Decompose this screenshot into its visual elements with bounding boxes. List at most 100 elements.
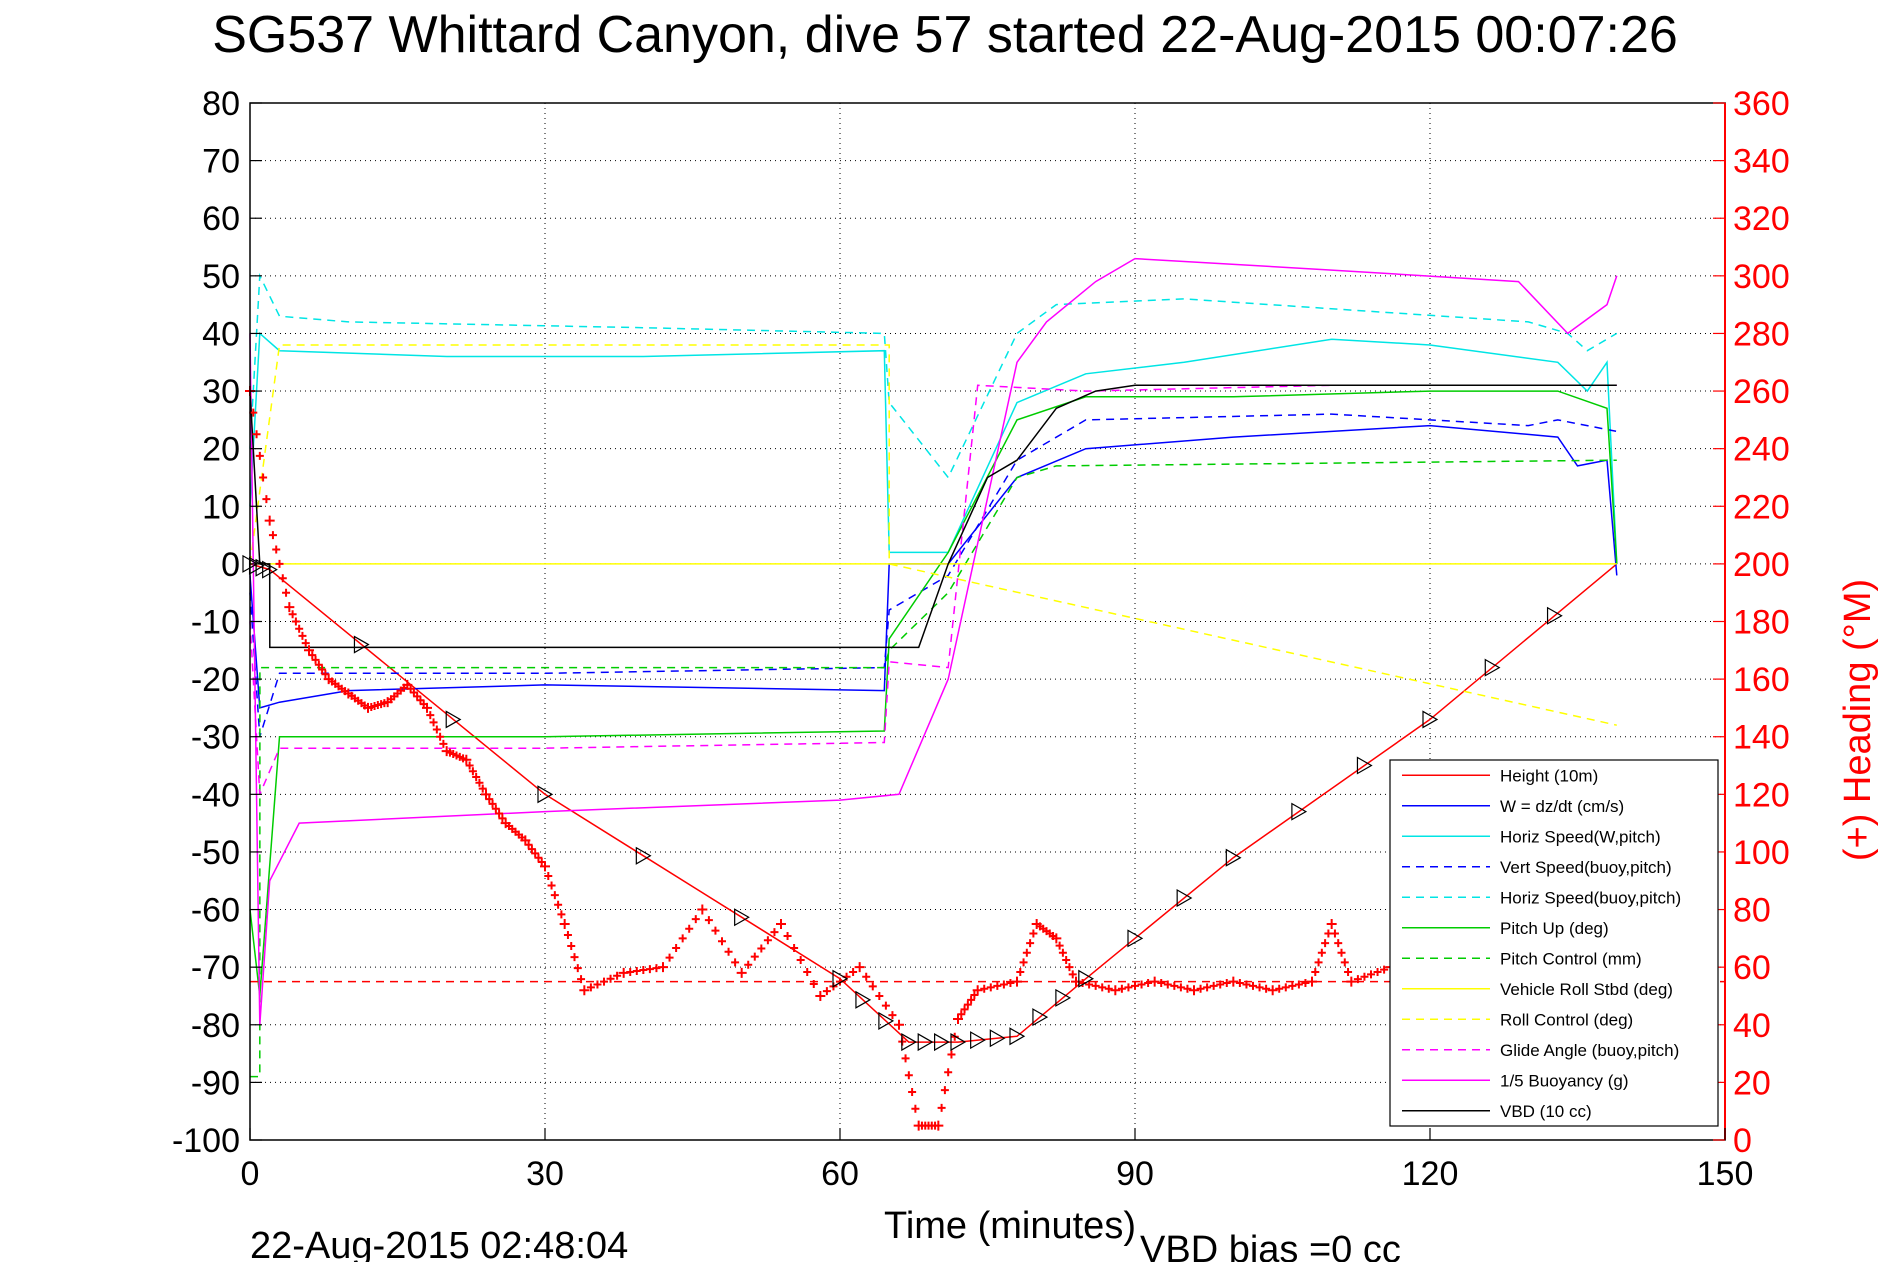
y-tick-label: 40 xyxy=(202,315,240,353)
heading-point xyxy=(1137,980,1146,989)
y2-tick-label: 220 xyxy=(1733,488,1790,526)
heading-point xyxy=(691,915,700,924)
heading-point xyxy=(963,1000,972,1009)
x-axis-label: Time (minutes) xyxy=(884,1205,1136,1247)
height-marker xyxy=(1009,1027,1026,1046)
y2-axis-label: (+) Heading (°M) xyxy=(1837,579,1879,861)
heading-point xyxy=(944,1068,953,1077)
heading-point xyxy=(577,975,586,984)
legend: Height (10m) W = dz/dt (cm/s) Horiz Speed(… xyxy=(1389,759,1719,1127)
legend-label: Height (10m) xyxy=(1500,766,1598,785)
heading-point xyxy=(803,967,812,976)
heading-point xyxy=(822,987,831,996)
heading-point xyxy=(776,918,786,929)
heading-point xyxy=(1098,983,1107,992)
height-marker xyxy=(917,1033,934,1052)
heading-point xyxy=(559,918,570,929)
heading-point xyxy=(429,718,438,727)
height-marker xyxy=(734,908,750,927)
heading-point xyxy=(957,1010,966,1019)
heading-point xyxy=(796,955,805,964)
heading-point xyxy=(298,631,307,640)
heading-point xyxy=(1275,984,1284,993)
y-tick-label: -30 xyxy=(191,719,240,757)
y2-tick-label: 260 xyxy=(1733,373,1790,411)
heading-point xyxy=(1222,979,1231,988)
heading-point xyxy=(672,943,681,952)
x-tick-label: 60 xyxy=(821,1155,859,1193)
y2-tick-label: 180 xyxy=(1733,604,1790,642)
height-marker xyxy=(950,1033,967,1052)
heading-point xyxy=(999,980,1008,989)
heading-point xyxy=(1196,984,1205,993)
x-tick-label: 30 xyxy=(526,1155,564,1193)
legend-label: VBD (10 cc) xyxy=(1500,1102,1592,1121)
heading-point xyxy=(524,840,533,849)
heading-point xyxy=(436,732,445,741)
x-tick-label: 0 xyxy=(241,1155,260,1193)
height-marker xyxy=(1032,1008,1049,1027)
series-line-4 xyxy=(249,272,1618,479)
heading-point xyxy=(550,891,559,900)
heading-point xyxy=(613,971,622,980)
heading-point xyxy=(1262,984,1271,993)
heading-point xyxy=(1314,958,1323,967)
height-marker xyxy=(989,1029,1006,1048)
heading-point xyxy=(697,904,708,915)
height-markers xyxy=(242,554,1563,1052)
heading-point xyxy=(301,639,310,648)
y-tick-label: -20 xyxy=(191,661,240,699)
heading-point xyxy=(750,952,759,961)
heading-point xyxy=(1344,967,1353,976)
heading-point xyxy=(911,1104,920,1113)
heading-point xyxy=(1131,981,1139,990)
heading-point xyxy=(1189,985,1199,996)
height-marker xyxy=(1176,888,1193,908)
heading-point xyxy=(1294,980,1303,989)
heading-point xyxy=(255,451,264,460)
heading-point xyxy=(724,947,733,956)
heading-point xyxy=(790,943,799,952)
height-marker xyxy=(262,560,278,579)
height-marker xyxy=(878,1011,895,1030)
heading-point xyxy=(311,655,320,664)
height-marker xyxy=(1127,929,1144,948)
heading-point xyxy=(1176,983,1185,992)
heading-point xyxy=(862,972,871,981)
heading-point xyxy=(478,784,487,793)
heading-point xyxy=(783,931,792,940)
x-tick-label: 90 xyxy=(1116,1155,1154,1193)
heading-point xyxy=(1267,985,1278,996)
heading-point xyxy=(1360,972,1369,981)
heading-point xyxy=(1183,984,1192,993)
heading-point xyxy=(1144,979,1153,988)
heading-point xyxy=(678,934,687,943)
y-tick-label: -100 xyxy=(172,1122,240,1160)
heading-point xyxy=(1235,979,1244,988)
series-line-6 xyxy=(250,459,1617,1078)
heading-point xyxy=(685,924,694,933)
heading-point xyxy=(731,958,740,967)
heading-point xyxy=(854,962,865,973)
heading-point xyxy=(908,1087,917,1096)
y-tick-label: 30 xyxy=(202,373,240,411)
heading-point xyxy=(1117,984,1126,993)
height-marker xyxy=(1291,802,1308,821)
heading-point xyxy=(894,1019,904,1030)
heading-point xyxy=(534,853,543,862)
heading-point xyxy=(881,1001,890,1010)
heading-point xyxy=(491,804,500,813)
heading-point xyxy=(570,953,579,962)
heading-point xyxy=(770,928,779,937)
y-tick-label: 60 xyxy=(202,200,240,238)
heading-point xyxy=(288,610,297,619)
heading-point xyxy=(933,1120,944,1131)
series-line-0 xyxy=(249,563,1618,1043)
legend-label: Pitch Control (mm) xyxy=(1500,949,1642,968)
heading-point xyxy=(268,531,277,540)
y2-tick-label: 240 xyxy=(1733,431,1790,469)
heading-point xyxy=(472,773,481,782)
y2-tick-label: 100 xyxy=(1733,834,1790,872)
heading-point xyxy=(259,473,268,482)
heading-point xyxy=(1249,981,1257,990)
